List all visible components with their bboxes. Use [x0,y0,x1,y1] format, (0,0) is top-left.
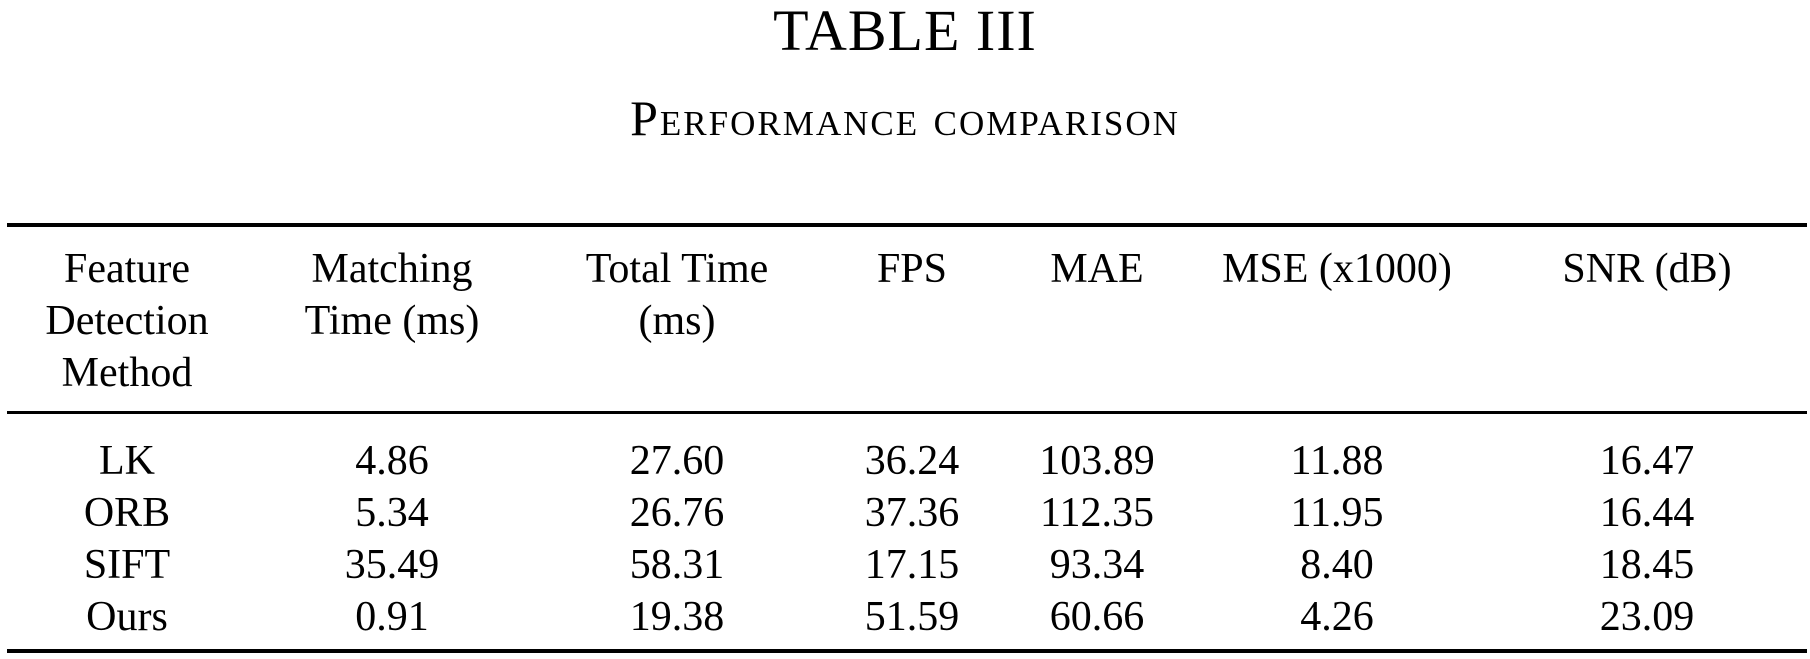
header-matching-time: Matching Time (ms) [247,227,537,411]
cell-mse: 11.88 [1290,438,1384,484]
cell-method: Ours [86,594,168,640]
cell-matching-time: 35.49 [344,542,440,588]
header-total-time: Total Time (ms) [537,227,817,411]
cell-mae: 103.89 [1039,438,1155,484]
table-row: LK 4.86 27.60 36.24 103.89 11.88 16.47 [7,435,1807,487]
header-total-line: Total Time [585,246,769,292]
cell-snr: 16.47 [1599,438,1695,484]
table-row: SIFT 35.49 58.31 17.15 93.34 8.40 18.45 [7,539,1807,591]
header-snr-line: SNR (dB) [1562,246,1732,292]
bottom-rule [7,649,1807,653]
header-mse: MSE (x1000) [1187,227,1487,411]
cell-fps: 37.36 [864,490,960,536]
cell-mae: 60.66 [1049,594,1145,640]
table-label: TABLE III [773,0,1037,63]
header-mae-line: MAE [1050,246,1144,292]
cell-method: LK [99,438,155,484]
top-rule [7,223,1807,227]
header-matching-line: Matching [311,246,473,292]
header-mae: MAE [1007,227,1187,411]
cell-fps: 36.24 [864,438,960,484]
cell-snr: 16.44 [1599,490,1695,536]
cell-mae: 93.34 [1049,542,1145,588]
cell-mse: 8.40 [1300,542,1374,588]
header-snr: SNR (dB) [1487,227,1807,411]
cell-fps: 51.59 [864,594,960,640]
cell-total-time: 27.60 [629,438,725,484]
header-fps-line: FPS [876,246,948,292]
cell-mae: 112.35 [1040,490,1154,536]
cell-snr: 23.09 [1599,594,1695,640]
header-rule [7,411,1807,414]
spacer-row [7,411,1807,435]
cell-total-time: 58.31 [629,542,725,588]
header-matching-line: Time (ms) [304,298,480,344]
header-method-line: Method [61,350,193,396]
header-method-line: Detection [45,298,209,344]
cell-mse: 4.26 [1300,594,1374,640]
cell-fps: 17.15 [864,542,960,588]
cell-snr: 18.45 [1599,542,1695,588]
cell-matching-time: 4.86 [355,438,429,484]
cell-total-time: 19.38 [629,594,725,640]
table-row-best: Ours 0.91 19.38 51.59 60.66 4.26 23.09 [7,591,1807,643]
header-mse-line: MSE (x1000) [1222,246,1452,292]
cell-mse: 11.95 [1290,490,1384,536]
header-method: Feature Detection Method [7,227,247,411]
cell-method: ORB [83,490,171,536]
cell-total-time: 26.76 [629,490,725,536]
performance-table: Feature Detection Method Matching Time (… [7,227,1807,643]
cell-method: SIFT [83,542,171,588]
header-row: Feature Detection Method Matching Time (… [7,227,1807,411]
cell-matching-time: 5.34 [355,490,429,536]
table-row: ORB 5.34 26.76 37.36 112.35 11.95 16.44 [7,487,1807,539]
header-fps: FPS [817,227,1007,411]
header-method-line: Feature [64,246,190,292]
header-total-line: (ms) [638,298,716,344]
cell-matching-time: 0.91 [355,594,429,640]
table-caption: Performance comparison [630,90,1180,146]
